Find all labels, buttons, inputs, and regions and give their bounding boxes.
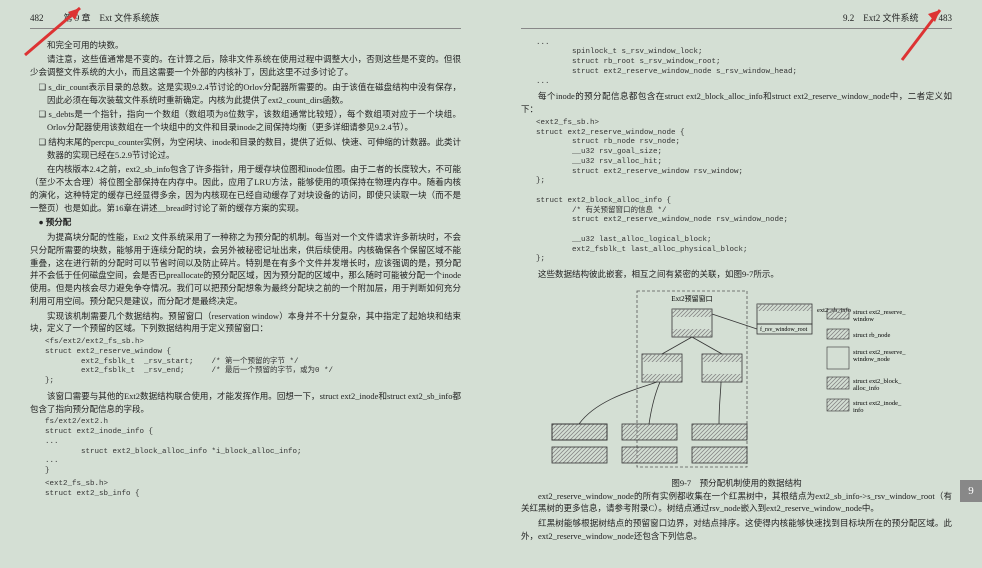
paragraph: 每个inode的预分配信息都包含在struct ext2_block_alloc… [521, 90, 952, 116]
paragraph: 请注意，这些值通常是不变的。在计算之后，除非文件系统在使用过程中调整大小，否则这… [30, 53, 461, 79]
tree-node [642, 354, 682, 382]
left-page: 482 第 9 章 Ext 文件系统族 和完全可用的块数。 请注意，这些值通常是… [0, 0, 491, 568]
inode-bar [552, 424, 607, 440]
label: f_rsv_window_root [760, 326, 808, 333]
legend-label: struct ext2_block_ [853, 378, 902, 385]
tree-node [702, 354, 742, 382]
paragraph: ext2_reserve_window_node的所有实例都收集在一个红黑树中，… [521, 490, 952, 516]
svg-text:info: info [853, 407, 863, 414]
bullet-item: s_dir_count表示目录的总数。这是实现9.2.4节讨论的Orlov分配器… [30, 81, 461, 107]
diagram-title: Ext2预留窗口 [671, 294, 712, 303]
legend-label: struct ext2_reserve_ [853, 309, 906, 316]
chapter-title: 第 9 章 Ext 文件系统族 [64, 12, 160, 26]
paragraph: 实现该机制需要几个数据结构。预留窗口（reservation window）本身… [30, 310, 461, 336]
svg-text:alloc_info: alloc_info [853, 385, 879, 392]
code-block: <ext2_fs_sb.h> struct ext2_reserve_windo… [536, 119, 952, 265]
chapter-tab: 9 [960, 480, 982, 502]
left-header: 482 第 9 章 Ext 文件系统族 [30, 12, 461, 29]
svg-text:window_node: window_node [853, 356, 890, 363]
code-block: fs/ext2/ext2.h struct ext2_inode_info { … [45, 418, 461, 477]
legend-label: struct ext2_reserve_ [853, 349, 906, 356]
right-page: 9.2 Ext2 文件系统 483 ... spinlock_t s_rsv_w… [491, 0, 982, 568]
legend-label: struct ext2_inode_ [853, 400, 902, 407]
page-number: 482 [30, 12, 44, 26]
bullet-item: s_debts是一个指针，指向一个数组（数组项为8位数字，该数组通常比较短），每… [30, 108, 461, 134]
paragraph: 在内核版本2.4之前，ext2_sb_info包含了许多指针，用于缓存块位图和i… [30, 163, 461, 214]
svg-text:window: window [853, 316, 874, 323]
paragraph: 为提高块分配的性能，Ext2 文件系统采用了一种称之为预分配的机制。每当对一个文… [30, 231, 461, 308]
page-number: 483 [939, 12, 953, 26]
inode-bar [622, 424, 677, 440]
figure-caption: 图9-7 预分配机制使用的数据结构 [521, 477, 952, 490]
section-heading: 预分配 [30, 216, 461, 229]
legend-label: struct rb_node [853, 332, 890, 339]
inode-bar [552, 447, 607, 463]
paragraph: 红黑树能够根据树结点的预留窗口边界，对结点排序。这使得内核能够快速找到目标块所在… [521, 517, 952, 543]
paragraph: 和完全可用的块数。 [30, 39, 461, 52]
inode-bar [692, 447, 747, 463]
paragraph: 该窗口需要与其他的Ext2数据结构联合使用，才能发挥作用。回想一下，struct… [30, 390, 461, 416]
code-block: <ext2_fs_sb.h> struct ext2_sb_info { [45, 480, 461, 500]
inode-bar [622, 447, 677, 463]
tree-node [672, 309, 712, 337]
code-block: <fs/ext2/ext2_fs_sb.h> struct ext2_reser… [45, 338, 461, 387]
code-block: ... spinlock_t s_rsv_window_lock; struct… [536, 39, 952, 88]
right-header: 9.2 Ext2 文件系统 483 [521, 12, 952, 29]
figure-9-7-diagram: Ext2预留窗口 ext2_sb_info f_rsv_window_root [537, 289, 937, 469]
inode-bar [692, 424, 747, 440]
section-title: 9.2 Ext2 文件系统 [843, 12, 919, 26]
bullet-item: 结构末尾的percpu_counter实例，为空闲块、inode和目录的数目，提… [30, 136, 461, 162]
paragraph: 这些数据结构彼此嵌套，相互之间有紧密的关联，如图9-7所示。 [521, 268, 952, 281]
